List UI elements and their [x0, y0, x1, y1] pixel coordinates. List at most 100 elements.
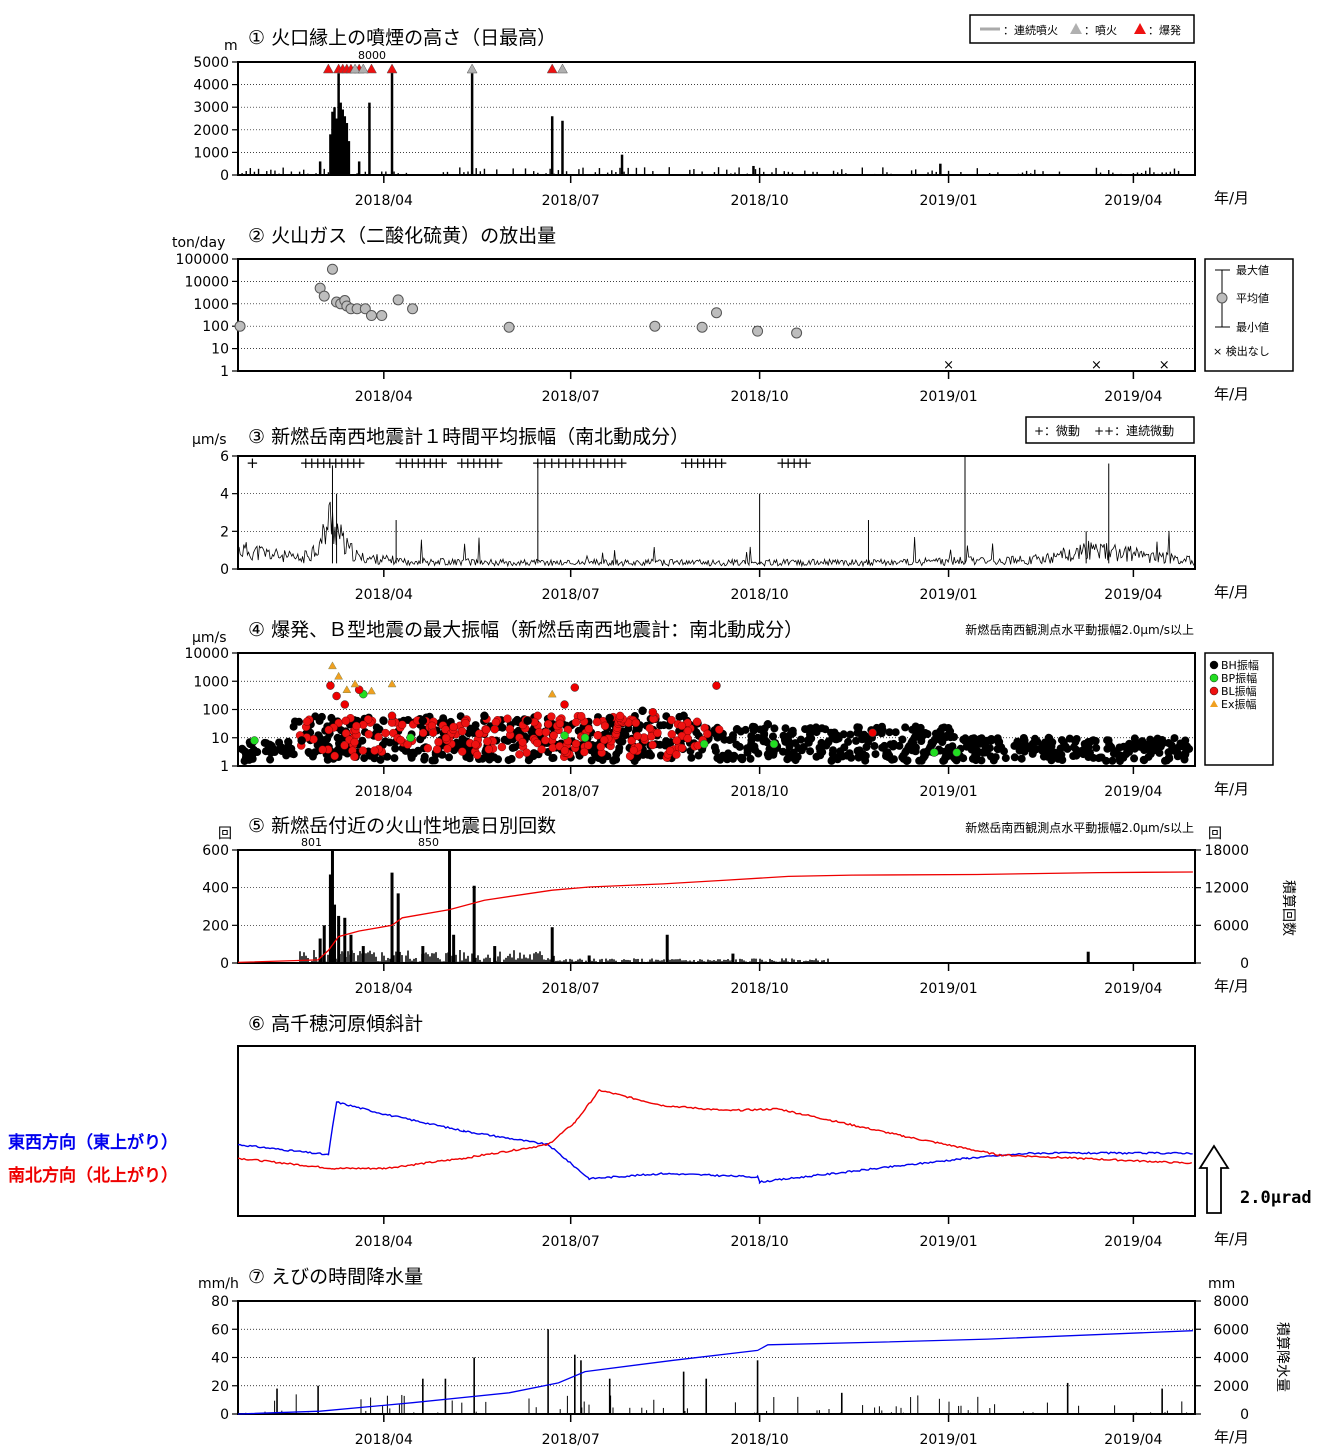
bl-amplitude-point [570, 683, 580, 692]
bl-amplitude-cloud-point [374, 732, 383, 742]
tremor-marker: + [311, 454, 324, 472]
tremor-marker: + [546, 454, 559, 472]
tremor-marker: + [776, 454, 789, 472]
bl-amplitude-cloud-point [703, 729, 712, 739]
x-tick-label: 2018/04 [355, 784, 413, 800]
bh-amplitude-point [804, 724, 814, 734]
amp-legend-icon [1209, 660, 1219, 670]
bh-amplitude-cloud-point [878, 722, 886, 731]
bl-amplitude-cloud-point [547, 712, 556, 721]
bh-amplitude-cloud-point [467, 727, 476, 736]
bh-amplitude-cloud-point [284, 738, 293, 747]
bh-amplitude-cloud-point [1045, 734, 1054, 743]
bl-amplitude-cloud-point [318, 745, 327, 754]
bl-amplitude-cloud-point [677, 721, 686, 730]
bh-amplitude-cloud-point [643, 750, 652, 759]
ex-amplitude-point [334, 671, 344, 680]
bl-amplitude-cloud-point [584, 724, 593, 734]
y-tick-label: 6 [220, 449, 229, 465]
eruption-marker [466, 63, 478, 74]
bl-amplitude-cloud-point [449, 722, 458, 732]
bl-amplitude-cloud-point [677, 743, 687, 753]
panel5-right-axis-label: 積算回数 [1280, 880, 1296, 936]
panel5-annotation-850: 850 [418, 836, 439, 849]
eruption-marker [557, 63, 568, 74]
bh-amplitude-cloud-point [861, 756, 870, 765]
explosion-marker [366, 63, 377, 74]
y-tick-label: 2000 [193, 123, 229, 139]
tilt-ew-label: 東西方向（東上がり） [8, 1132, 178, 1153]
bh-amplitude-cloud-point [376, 755, 385, 764]
bh-amplitude-cloud-point [713, 733, 722, 742]
y-tick-label: 3000 [193, 100, 229, 116]
x-tick-label: 2018/07 [542, 1234, 600, 1250]
bh-amplitude-cloud-point [882, 749, 891, 758]
bh-amplitude-cloud-point [490, 753, 499, 762]
bh-amplitude-cloud-point [1010, 753, 1019, 762]
tremor-marker: + [480, 454, 493, 472]
x-tick-label: 2018/10 [731, 981, 789, 997]
bh-amplitude-cloud-point [871, 750, 880, 759]
tremor-marker: + [317, 454, 330, 472]
bh-amplitude-cloud-point [781, 724, 790, 733]
bh-amplitude-cloud-point [887, 755, 896, 764]
bh-amplitude-cloud-point [1069, 752, 1078, 760]
y2-tick-label: 18000 [1204, 843, 1249, 859]
tremor-marker: + [430, 454, 443, 472]
tremor-marker: + [616, 454, 629, 472]
bh-amplitude-cloud-point [746, 754, 755, 763]
bh-amplitude-cloud-point [946, 727, 955, 736]
tremor-marker: + [691, 454, 704, 472]
panel2-unit: ton/day [172, 235, 225, 251]
bl-amplitude-point [354, 685, 364, 695]
bh-amplitude-cloud-point [855, 746, 864, 755]
tremor-marker: + [685, 454, 698, 472]
bh-amplitude-cloud-point [862, 743, 871, 751]
bh-amplitude-cloud-point [824, 738, 833, 747]
bh-amplitude-cloud-point [885, 728, 894, 737]
bh-amplitude-cloud-point [931, 729, 940, 738]
x-axis-unit-label: 年/月 [1214, 583, 1249, 601]
tremor-marker: + [335, 454, 348, 472]
panel1-annotation: 8000 [358, 49, 386, 62]
bh-amplitude-cloud-point [283, 746, 292, 755]
bl-amplitude-cloud-point [549, 731, 558, 740]
gas-legend-label: 平均値 [1236, 292, 1269, 305]
bl-amplitude-cloud-point [560, 746, 569, 755]
bh-amplitude-cloud-point [769, 750, 778, 759]
tremor-marker: + [418, 454, 431, 472]
bl-amplitude-cloud-point [350, 752, 359, 761]
bh-amplitude-cloud-point [1149, 743, 1158, 752]
amp-legend-label: BH振幅 [1221, 658, 1259, 672]
bl-amplitude-cloud-point [667, 730, 676, 739]
bh-amplitude-cloud-point [891, 728, 900, 737]
bl-amplitude-point [340, 700, 350, 709]
eruption-marker [349, 63, 361, 74]
bl-amplitude-cloud-point [358, 746, 368, 755]
bl-amplitude-point [868, 728, 877, 738]
y2-tick-label: 0 [1240, 1407, 1249, 1423]
bl-amplitude-cloud-point [672, 750, 681, 759]
gas-legend-box [1204, 258, 1294, 372]
bh-amplitude-cloud-point [902, 757, 911, 765]
bh-amplitude-cloud-point [323, 755, 332, 764]
y-tick-label: 100000 [176, 252, 229, 268]
y-tick-label: 10 [211, 342, 229, 358]
so2-point [696, 321, 708, 333]
amp-legend-icon [1209, 673, 1219, 683]
so2-point [392, 294, 404, 306]
bh-amplitude-cloud-point [615, 743, 624, 752]
tremor-marker: + [567, 454, 580, 472]
legend-explosion-label: ：爆発 [1148, 23, 1181, 37]
tremor-marker: + [709, 454, 722, 472]
plot-frame-2 [237, 258, 1196, 372]
bh-amplitude-cloud-point [796, 735, 805, 744]
tremor-marker: + [347, 454, 360, 472]
bh-amplitude-cloud-point [783, 755, 792, 764]
bh-amplitude-point [679, 711, 688, 721]
explosion-marker [386, 63, 398, 74]
bh-amplitude-cloud-point [587, 756, 596, 765]
amp-legend-icon [1209, 686, 1219, 696]
bh-amplitude-point [1125, 739, 1134, 749]
